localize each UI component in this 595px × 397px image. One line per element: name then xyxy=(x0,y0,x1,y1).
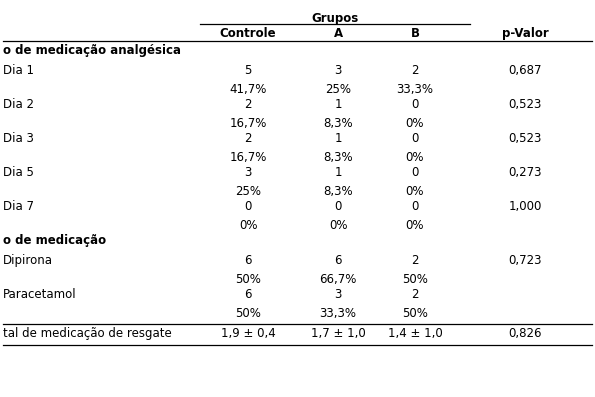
Text: 0,723: 0,723 xyxy=(508,254,542,267)
Text: 0: 0 xyxy=(411,166,419,179)
Text: Controle: Controle xyxy=(220,27,276,40)
Text: 1,9 ± 0,4: 1,9 ± 0,4 xyxy=(221,327,275,340)
Text: Dia 2: Dia 2 xyxy=(3,98,34,111)
Text: 41,7%: 41,7% xyxy=(229,83,267,96)
Text: 0%: 0% xyxy=(406,185,424,198)
Text: tal de medicação de resgate: tal de medicação de resgate xyxy=(3,327,172,340)
Text: 1: 1 xyxy=(334,98,342,111)
Text: 0,687: 0,687 xyxy=(508,64,542,77)
Text: 50%: 50% xyxy=(235,273,261,286)
Text: 6: 6 xyxy=(245,254,252,267)
Text: Dia 7: Dia 7 xyxy=(3,200,34,213)
Text: 25%: 25% xyxy=(325,83,351,96)
Text: 0: 0 xyxy=(245,200,252,213)
Text: 2: 2 xyxy=(245,98,252,111)
Text: 8,3%: 8,3% xyxy=(323,151,353,164)
Text: p-Valor: p-Valor xyxy=(502,27,549,40)
Text: 1: 1 xyxy=(334,166,342,179)
Text: Grupos: Grupos xyxy=(311,12,359,25)
Text: 50%: 50% xyxy=(402,273,428,286)
Text: 3: 3 xyxy=(245,166,252,179)
Text: 1,000: 1,000 xyxy=(508,200,541,213)
Text: 50%: 50% xyxy=(235,307,261,320)
Text: Dia 3: Dia 3 xyxy=(3,132,34,145)
Text: Dia 1: Dia 1 xyxy=(3,64,34,77)
Text: 1: 1 xyxy=(334,132,342,145)
Text: Paracetamol: Paracetamol xyxy=(3,288,77,301)
Text: 2: 2 xyxy=(245,132,252,145)
Text: 0: 0 xyxy=(411,98,419,111)
Text: 0: 0 xyxy=(334,200,342,213)
Text: 1,7 ± 1,0: 1,7 ± 1,0 xyxy=(311,327,365,340)
Text: 33,3%: 33,3% xyxy=(320,307,356,320)
Text: 0,273: 0,273 xyxy=(508,166,542,179)
Text: 0%: 0% xyxy=(406,219,424,232)
Text: 16,7%: 16,7% xyxy=(229,117,267,130)
Text: 0,523: 0,523 xyxy=(508,132,541,145)
Text: 6: 6 xyxy=(245,288,252,301)
Text: 0%: 0% xyxy=(239,219,257,232)
Text: 6: 6 xyxy=(334,254,342,267)
Text: 3: 3 xyxy=(334,288,342,301)
Text: 0%: 0% xyxy=(406,117,424,130)
Text: Dia 5: Dia 5 xyxy=(3,166,34,179)
Text: o de medicação: o de medicação xyxy=(3,234,106,247)
Text: 3: 3 xyxy=(334,64,342,77)
Text: 0%: 0% xyxy=(406,151,424,164)
Text: 2: 2 xyxy=(411,64,419,77)
Text: 66,7%: 66,7% xyxy=(320,273,356,286)
Text: 5: 5 xyxy=(245,64,252,77)
Text: B: B xyxy=(411,27,419,40)
Text: 0,523: 0,523 xyxy=(508,98,541,111)
Text: 2: 2 xyxy=(411,254,419,267)
Text: 0%: 0% xyxy=(329,219,347,232)
Text: 0: 0 xyxy=(411,200,419,213)
Text: 2: 2 xyxy=(411,288,419,301)
Text: A: A xyxy=(333,27,343,40)
Text: 8,3%: 8,3% xyxy=(323,117,353,130)
Text: 0,826: 0,826 xyxy=(508,327,542,340)
Text: 33,3%: 33,3% xyxy=(396,83,434,96)
Text: o de medicação analgésica: o de medicação analgésica xyxy=(3,44,181,57)
Text: 8,3%: 8,3% xyxy=(323,185,353,198)
Text: 16,7%: 16,7% xyxy=(229,151,267,164)
Text: 25%: 25% xyxy=(235,185,261,198)
Text: 1,4 ± 1,0: 1,4 ± 1,0 xyxy=(387,327,442,340)
Text: 50%: 50% xyxy=(402,307,428,320)
Text: Dipirona: Dipirona xyxy=(3,254,53,267)
Text: 0: 0 xyxy=(411,132,419,145)
